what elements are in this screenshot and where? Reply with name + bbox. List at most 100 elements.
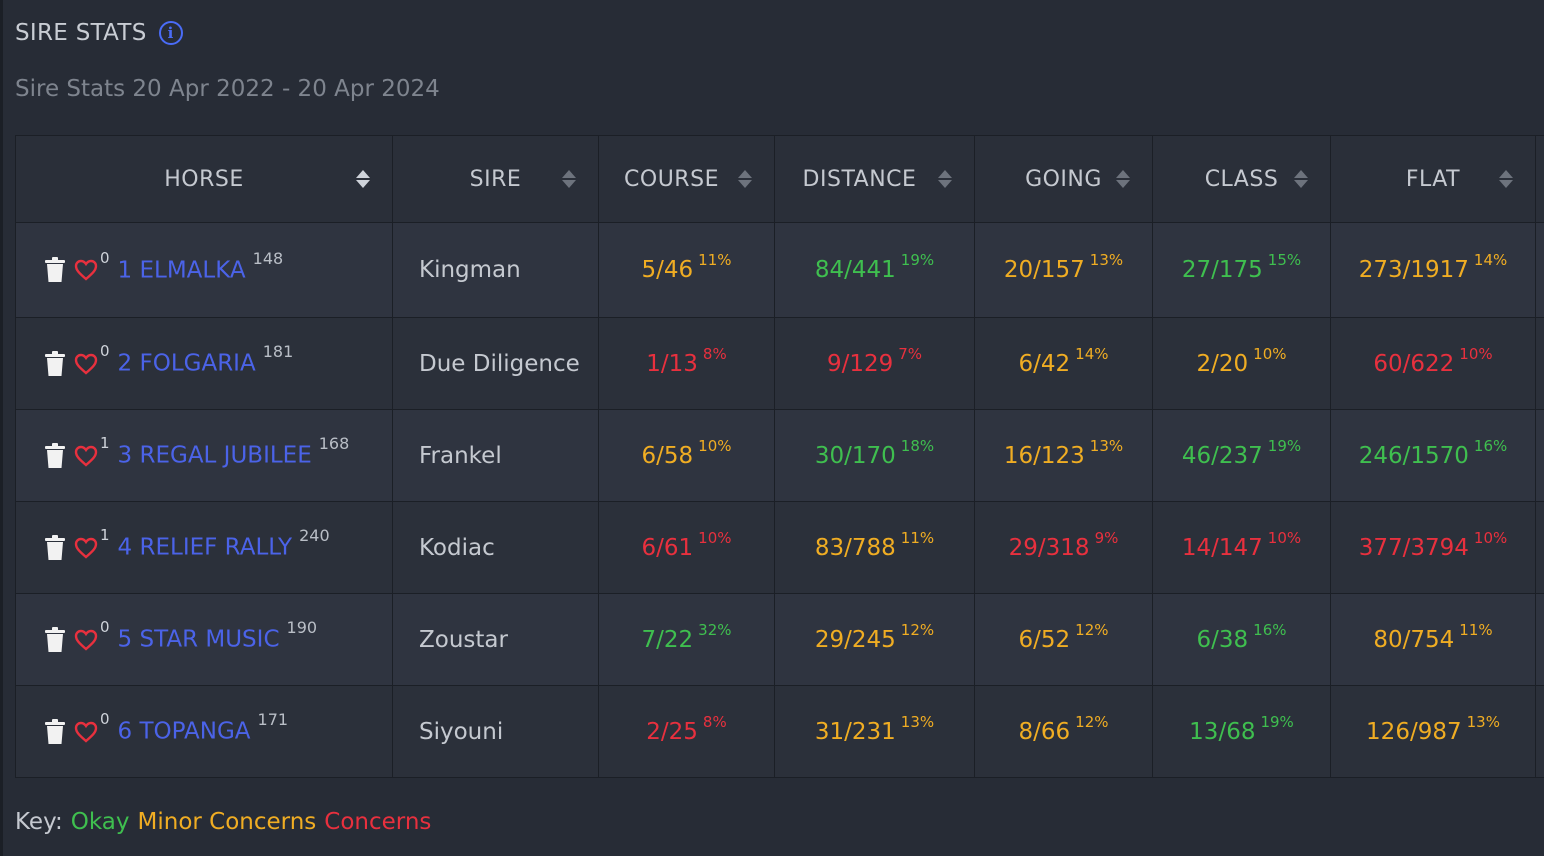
- horse-rating: 168: [318, 434, 350, 454]
- horse-name-link[interactable]: 3 REGAL JUBILEE: [117, 442, 312, 469]
- horse-name-link[interactable]: 2 FOLGARIA: [117, 350, 256, 377]
- course-percent: 8%: [702, 344, 727, 363]
- flat-percent: 10%: [1473, 528, 1508, 547]
- horse-name-link[interactable]: 6 TOPANGA: [117, 718, 251, 745]
- course-percent: 10%: [698, 528, 732, 547]
- overflow-cell: [1535, 593, 1544, 686]
- header-class[interactable]: CLASS: [1152, 135, 1331, 223]
- going-value: 29/318: [1008, 534, 1090, 561]
- going-value: 8/66: [1018, 718, 1071, 745]
- header-distance[interactable]: DISTANCE: [774, 135, 975, 223]
- distance-stat-cell: 30/170 18%: [774, 409, 975, 502]
- horse-rating: 240: [299, 526, 330, 546]
- trash-icon[interactable]: [44, 534, 66, 561]
- flat-percent: 14%: [1473, 251, 1508, 269]
- trash-icon[interactable]: [44, 350, 66, 377]
- heart-icon[interactable]: [74, 721, 98, 743]
- horse-rating: 190: [286, 618, 318, 638]
- sort-icon[interactable]: [1116, 170, 1130, 188]
- going-percent: 14%: [1075, 344, 1109, 363]
- flat-stat-cell: 246/1570 16%: [1330, 409, 1536, 502]
- horse-name-link[interactable]: 4 RELIEF RALLY: [117, 534, 293, 561]
- trash-icon[interactable]: [44, 626, 66, 653]
- flat-value: 273/1917: [1358, 257, 1469, 283]
- class-stat-cell: 6/38 16%: [1152, 593, 1331, 686]
- distance-stat-cell: 84/441 19%: [774, 222, 975, 318]
- favourite-count: 0: [100, 618, 110, 637]
- horse-name-link[interactable]: 1 ELMALKA: [117, 257, 246, 284]
- distance-value: 31/231: [814, 718, 896, 745]
- overflow-cell: [1535, 685, 1544, 778]
- horse-cell: 0 1 ELMALKA 148: [15, 222, 393, 318]
- header-label: COURSE: [624, 166, 719, 192]
- trash-icon[interactable]: [44, 718, 66, 745]
- key-okay: Okay: [70, 809, 130, 835]
- course-stat-cell: 1/13 8%: [598, 317, 775, 410]
- header-course[interactable]: COURSE: [598, 135, 775, 223]
- info-icon[interactable]: i: [158, 21, 183, 45]
- favourite-count: 0: [100, 248, 110, 267]
- horse-cell: 1 3 REGAL JUBILEE 168: [15, 409, 393, 502]
- flat-percent: 13%: [1466, 712, 1500, 731]
- class-stat-cell: 13/68 19%: [1152, 685, 1331, 778]
- header-going[interactable]: GOING: [974, 135, 1153, 223]
- flat-stat-cell: 377/3794 10%: [1330, 501, 1536, 594]
- class-percent: 19%: [1267, 436, 1302, 455]
- sort-icon[interactable]: [1499, 170, 1513, 188]
- heart-icon[interactable]: [74, 353, 98, 375]
- heart-icon[interactable]: [74, 629, 98, 651]
- going-stat-cell: 20/157 13%: [974, 222, 1153, 318]
- sire-cell: Zoustar: [392, 593, 599, 686]
- distance-percent: 11%: [900, 528, 935, 547]
- header-label: FLAT: [1405, 166, 1461, 192]
- going-stat-cell: 8/66 12%: [974, 685, 1153, 778]
- key-concerns: Concerns: [324, 809, 432, 835]
- flat-value: 80/754: [1373, 626, 1455, 653]
- sire-cell: Due Diligence: [392, 317, 599, 410]
- class-value: 6/38: [1196, 626, 1249, 653]
- class-stat-cell: 2/20 10%: [1152, 317, 1331, 410]
- heart-icon[interactable]: [74, 537, 98, 559]
- favourite-count: 0: [100, 342, 110, 361]
- distance-stat-cell: 9/129 7%: [774, 317, 975, 410]
- course-stat-cell: 2/25 8%: [598, 685, 775, 778]
- table-header-row: HORSE SIRE COURSE DISTANCE GOING CLASS: [15, 135, 1544, 223]
- going-stat-cell: 6/52 12%: [974, 593, 1153, 686]
- distance-value: 84/441: [814, 257, 896, 283]
- distance-percent: 19%: [900, 251, 935, 269]
- horse-name-link[interactable]: 5 STAR MUSIC: [117, 626, 280, 653]
- sire-cell: Kodiac: [392, 501, 599, 594]
- distance-percent: 13%: [900, 712, 935, 731]
- key-minor-concerns: Minor Concerns: [137, 809, 317, 835]
- color-key: Key: Okay Minor Concerns Concerns: [15, 809, 439, 835]
- flat-stat-cell: 80/754 11%: [1330, 593, 1536, 686]
- distance-value: 9/129: [826, 350, 894, 377]
- going-percent: 12%: [1075, 712, 1109, 731]
- favourite-count: 1: [100, 434, 110, 453]
- class-value: 13/68: [1189, 718, 1256, 745]
- header-sire[interactable]: SIRE: [392, 135, 599, 223]
- heart-icon[interactable]: [74, 445, 98, 467]
- flat-value: 60/622: [1373, 350, 1455, 377]
- class-percent: 10%: [1267, 528, 1302, 547]
- class-percent: 16%: [1253, 620, 1287, 639]
- going-percent: 12%: [1075, 620, 1109, 639]
- sort-icon[interactable]: [738, 170, 752, 188]
- heart-icon[interactable]: [74, 259, 98, 281]
- trash-icon[interactable]: [44, 442, 66, 469]
- trash-icon[interactable]: [44, 257, 66, 283]
- sort-icon[interactable]: [356, 170, 370, 188]
- header-label: GOING: [1025, 166, 1102, 192]
- header-label: SIRE: [469, 166, 522, 192]
- course-stat-cell: 5/46 11%: [598, 222, 775, 318]
- course-value: 6/61: [641, 534, 694, 561]
- header-flat[interactable]: FLAT: [1330, 135, 1536, 223]
- sort-icon[interactable]: [1294, 170, 1308, 188]
- sort-icon[interactable]: [562, 170, 576, 188]
- header-label: HORSE: [164, 166, 244, 192]
- sort-icon[interactable]: [938, 170, 952, 188]
- header-horse[interactable]: HORSE: [15, 135, 393, 223]
